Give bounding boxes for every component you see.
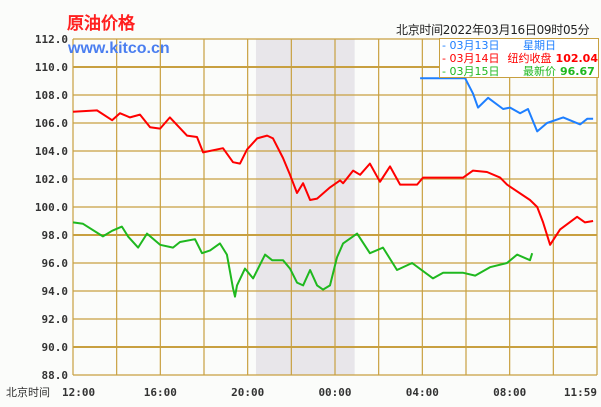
- y-tick-label: 88.0: [42, 369, 69, 382]
- x-tick-label: 16:00: [144, 386, 177, 399]
- y-tick-label: 108.0: [35, 89, 68, 102]
- update-timestamp: 北京时间2022年03月16日09时05分: [396, 23, 590, 37]
- legend-date: - 03月14日: [442, 52, 500, 65]
- y-tick-label: 98.0: [42, 229, 69, 242]
- legend-item-0313: - 03月13日 星期日: [442, 39, 598, 52]
- y-tick-label: 104.0: [35, 145, 68, 158]
- y-tick-label: 96.0: [42, 257, 69, 270]
- legend-item-0315: - 03月15日 最新价 96.67: [442, 65, 598, 78]
- y-tick-label: 106.0: [35, 117, 68, 130]
- legend-date: - 03月15日: [442, 65, 500, 78]
- y-tick-label: 102.0: [35, 173, 68, 186]
- y-tick-label: 110.0: [35, 61, 68, 74]
- chart-title: 原油价格: [67, 14, 135, 34]
- legend: - 03月13日 星期日 - 03月14日 纽约收盘 102.04 - 03月1…: [439, 38, 599, 78]
- series-line-03月15日: [72, 221, 534, 298]
- legend-value: 96.67: [560, 65, 595, 78]
- legend-label: 最新价: [523, 65, 556, 78]
- legend-label: 星期日: [523, 39, 556, 52]
- y-tick-label: 90.0: [42, 341, 69, 354]
- x-axis-title: 北京时间: [6, 385, 50, 399]
- site-watermark: www.kitco.cn: [68, 40, 170, 57]
- legend-label: 纽约收盘: [507, 52, 552, 65]
- x-tick-label: 12:00: [62, 386, 95, 399]
- x-tick-label: 11:59: [564, 386, 597, 399]
- series-line-03月14日: [72, 109, 594, 246]
- legend-value: 102.04: [555, 52, 598, 65]
- y-tick-label: 100.0: [35, 201, 68, 214]
- x-tick-label: 08:00: [493, 386, 526, 399]
- x-tick-label: 00:00: [318, 386, 351, 399]
- legend-item-0314: - 03月14日 纽约收盘 102.04: [442, 52, 598, 65]
- y-tick-label: 94.0: [42, 285, 69, 298]
- series-line-03月13日: [420, 77, 594, 133]
- y-tick-label: 112.0: [35, 33, 68, 46]
- y-tick-label: 92.0: [42, 313, 69, 326]
- x-tick-label: 20:00: [231, 386, 264, 399]
- x-tick-label: 04:00: [406, 386, 439, 399]
- legend-date: - 03月13日: [442, 39, 500, 52]
